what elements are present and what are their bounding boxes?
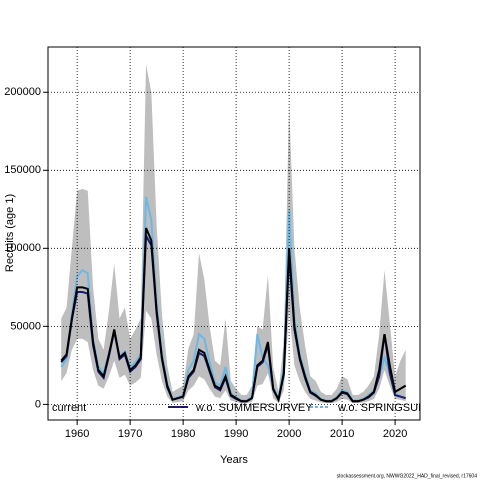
plot-area: current w.o. SUMMERSURVEY w.o. SPRINGSUF: [52, 64, 425, 414]
x-tick-label: 1960: [65, 428, 89, 440]
footer: stockassessment.org, NWWG2022_HAD_final_…: [337, 473, 478, 479]
y-tick-label: 200000: [4, 86, 41, 98]
x-tick-label: 1970: [118, 428, 142, 440]
series-line: [60, 227, 407, 403]
legend-label: current: [52, 402, 86, 414]
x-tick-label: 2010: [330, 428, 354, 440]
legend-label: w.o. SPRINGSUF: [337, 402, 425, 414]
x-tick-label: 2000: [277, 428, 301, 440]
x-tick-label: 2020: [383, 428, 407, 440]
y-tick-label: 50000: [10, 320, 41, 332]
x-tick-label: 1980: [171, 428, 195, 440]
plot-frame: [47, 46, 421, 421]
y-axis-label: Recruits (age 1): [4, 194, 16, 272]
y-tick-label: 100000: [4, 242, 41, 254]
y-tick-label: 150000: [4, 164, 41, 176]
y-tick-label: 0: [35, 398, 41, 410]
x-axis-label: Years: [220, 454, 248, 466]
legend-label: w.o. SUMMERSURVEY: [195, 402, 313, 414]
x-tick-label: 1990: [224, 428, 248, 440]
confidence-band: [61, 64, 406, 404]
